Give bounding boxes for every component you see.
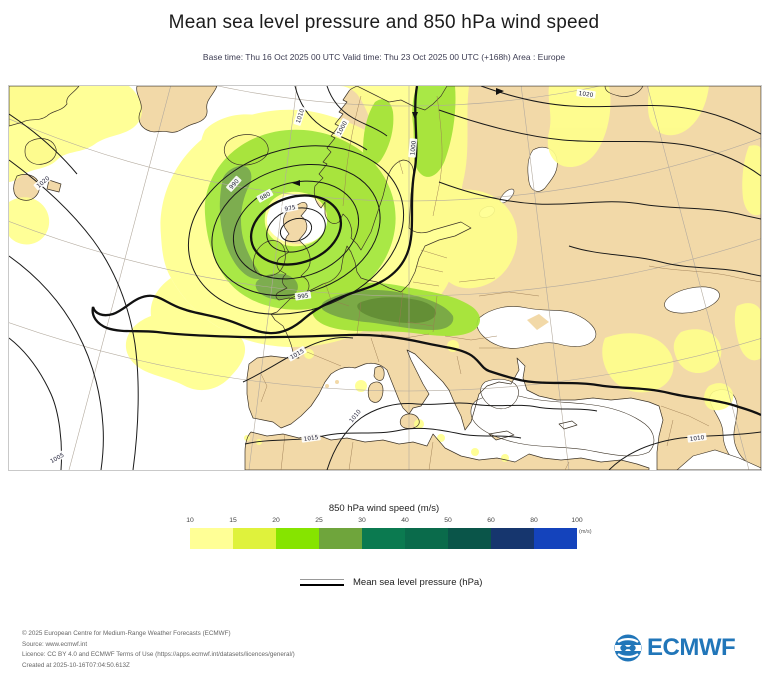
contour-label: 980 [256,188,274,203]
svg-text:980: 980 [259,191,272,202]
licence-line: Licence: CC BY 4.0 and ECMWF Terms of Us… [22,651,295,658]
east-mediterranean [470,394,655,457]
mslp-line-sample [300,578,344,586]
ecmwf-logo-text: ECMWF [647,634,736,661]
landmasses [9,86,761,470]
ecmwf-logo: ECMWF [613,632,761,664]
colorbar-segment-50-60 [448,528,491,549]
weather-map-svg: 1020 1010 1000 1020 975 980 990 995 1000… [0,0,768,471]
flow-arrow [496,88,504,95]
colorbar-title: 850 hPa wind speed (m/s) [328,503,440,514]
contour-label: 1010 [687,432,707,443]
contour-label: 1020 [576,88,596,99]
mslp-legend-label: Mean sea level pressure (hPa) [353,576,483,588]
colorbar-tick-30: 30 [358,517,366,524]
colorbar-segment-15-20 [233,528,276,549]
colorbar-segment-30-40 [362,528,405,549]
colorbar [190,528,577,549]
colorbar-tick-100: 100 [571,517,583,524]
crimea [527,314,549,330]
mslp-legend: Mean sea level pressure (hPa) [300,574,482,590]
contour-label: 1000 [408,138,418,158]
wind-speed-shading [9,86,761,462]
contour-labels: 1020 1010 1000 1020 975 980 990 995 1000… [33,88,707,466]
colorbar-unit: (m/s) [579,529,592,535]
colorbar-tick-80: 80 [530,517,538,524]
created-line: Created at 2025-10-16T07:04:50.613Z [22,661,130,669]
page-title: Mean sea level pressure and 850 hPa wind… [168,12,600,33]
flow-arrow [412,112,418,120]
colorbar-tick-25: 25 [315,517,323,524]
weather-map: 1020 1010 1000 1020 975 980 990 995 1000… [0,0,768,471]
svg-text:1010: 1010 [296,108,306,124]
contour-label: 975 [281,202,299,213]
contour-label: 995 [294,291,312,301]
isobar-line-thin [300,578,344,580]
colorbar-segment-40-50 [405,528,448,549]
svg-text:1010: 1010 [689,435,705,443]
colorbar-tick-50: 50 [444,517,452,524]
colorbar-ticks: 10 15 20 25 30 40 50 60 80 100 [186,517,582,526]
source-line: Source: www.ecmwf.int [22,640,88,648]
isobars [8,85,762,471]
svg-text:1015: 1015 [303,435,319,443]
svg-text:975: 975 [284,205,296,213]
flow-arrow [292,180,300,186]
svg-text:1000: 1000 [410,140,417,156]
contour-label: 1010 [293,105,306,126]
colorbar-tick-60: 60 [487,517,495,524]
colorbar-segment-20-25 [276,528,319,549]
colorbar-tick-10: 10 [186,517,194,524]
colorbar-tick-20: 20 [272,517,280,524]
footer-attribution: © 2025 European Centre for Medium-Range … [22,629,295,671]
marginal-seas [470,147,762,471]
colorbar-tick-15: 15 [229,517,237,524]
contour-label: 1015 [301,432,321,443]
isobar-line-thick [300,583,344,586]
ecmwf-logo-icon [614,634,642,662]
graticule [0,0,768,471]
colorbar-segment-80-100 [534,528,577,549]
colorbar-segment-25-30 [319,528,362,549]
colorbar-segment-60-80 [491,528,534,549]
colorbar-tick-40: 40 [401,517,409,524]
country-borders [260,95,762,471]
chart-subtitle: Base time: Thu 16 Oct 2025 00 UTC Valid … [202,52,566,62]
copyright-line: © 2025 European Centre for Medium-Range … [22,630,231,637]
svg-text:995: 995 [297,293,309,301]
colorbar-segment-10-15 [190,528,233,549]
svg-text:1020: 1020 [578,91,594,99]
